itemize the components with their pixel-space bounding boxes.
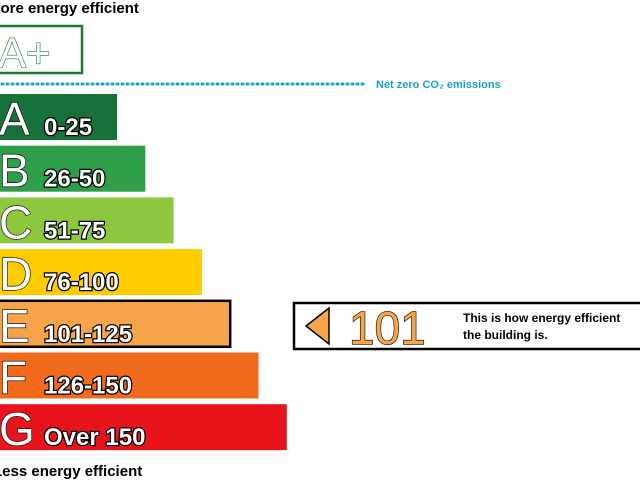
- top-label: More energy efficient: [0, 0, 139, 17]
- band-range: 26-50: [44, 166, 105, 193]
- a-plus-label: A+: [0, 29, 51, 76]
- band-letter: E: [0, 300, 30, 352]
- rating-note: This is how energy efficient: [463, 311, 620, 325]
- bottom-label: Less energy efficient: [0, 463, 142, 480]
- band-bar: [0, 299, 232, 349]
- band-bar: [0, 249, 202, 296]
- band-letter: A: [0, 93, 30, 145]
- rating-note: the building is.: [463, 328, 548, 342]
- net-zero-label: Net zero CO₂ emissions: [376, 79, 501, 91]
- band-range: 76-100: [44, 269, 119, 296]
- band-letter: F: [0, 352, 27, 404]
- band-range: 101-125: [44, 321, 132, 348]
- band-bar: [0, 404, 287, 451]
- band-range: 0-25: [44, 114, 92, 141]
- band-letter: B: [0, 145, 30, 197]
- rating-value: 101: [349, 302, 426, 354]
- band-bar: [0, 352, 259, 399]
- a-plus-box: [0, 24, 84, 75]
- band-letter: C: [0, 196, 32, 248]
- band-bar: [0, 145, 146, 192]
- band-range: Over 150: [44, 424, 145, 451]
- band-range: 126-150: [44, 373, 132, 400]
- band-range: 51-75: [44, 217, 105, 244]
- rating-arrow: [304, 306, 330, 346]
- band-letter: D: [0, 248, 32, 300]
- band-letter: G: [0, 403, 35, 455]
- band-bar: [0, 197, 174, 244]
- band-bar: [0, 94, 117, 140]
- rating-box: [292, 301, 640, 351]
